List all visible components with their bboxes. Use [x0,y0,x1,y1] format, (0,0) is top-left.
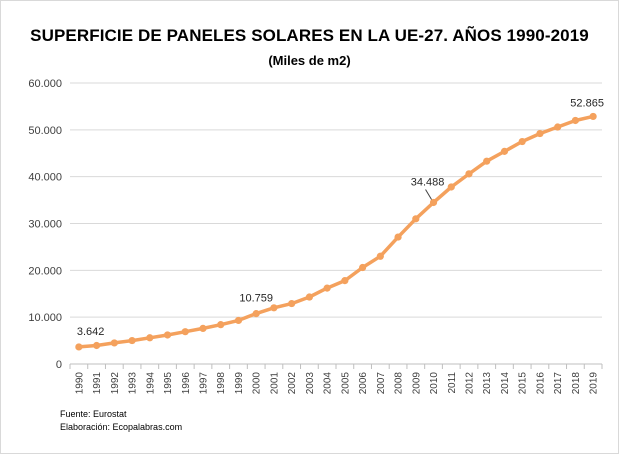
data-point [323,284,331,292]
data-point [412,215,420,223]
x-tick-label: 1993 [128,372,139,395]
x-tick-label: 2011 [447,372,458,394]
data-labels: 3.642 10.759 34.488 52.865 [77,97,604,338]
x-tick-label: 2006 [358,372,369,395]
data-point [199,324,207,333]
y-tick-label: 50.000 [28,125,62,137]
data-point [589,112,597,121]
data-point [110,339,118,347]
y-axis-ticks: 0 10.000 20.000 30.000 40.000 50.000 60.000 [28,78,62,371]
source-note: Fuente: Eurostat [60,409,127,419]
x-tick-label: 1997 [199,372,210,395]
x-tick-label: 2014 [500,372,511,395]
gridlines [70,82,602,318]
data-point [429,198,438,207]
data-label: 34.488 [411,176,445,188]
data-point [571,116,580,125]
y-tick-label: 10.000 [28,312,62,324]
x-tick-label: 1994 [145,372,156,395]
x-tick-label: 2007 [376,372,387,395]
x-tick-label: 1992 [110,372,121,395]
x-tick-label: 2004 [323,372,334,395]
axes [69,363,603,369]
x-tick-label: 1996 [181,372,192,395]
data-point [483,157,491,165]
x-tick-label: 1998 [216,372,227,395]
chart-footer: Fuente: Eurostat Elaboración: Ecopalabra… [60,408,182,434]
chart-subtitle: (Miles de m2) [268,53,351,68]
data-point [536,129,544,138]
data-point [447,183,455,191]
x-tick-label: 2013 [482,372,493,395]
x-tick-label: 1999 [234,372,245,395]
data-point [554,123,562,131]
y-tick-label: 0 [56,359,62,371]
x-tick-label: 2018 [571,372,582,395]
x-tick-label: 2001 [269,372,280,395]
data-point [93,341,101,350]
data-point [359,263,367,272]
x-tick-label: 1990 [74,372,85,395]
y-tick-label: 60.000 [28,78,62,90]
y-tick-label: 30.000 [28,219,62,231]
y-tick-label: 40.000 [28,172,62,184]
series-line [77,114,595,349]
x-tick-label: 2012 [465,372,476,395]
x-tick-label: 2002 [287,372,298,395]
y-tick-label: 20.000 [28,265,62,277]
series-surface [75,112,597,351]
x-tick-label: 2003 [305,372,316,395]
data-point [146,334,154,342]
data-point [500,147,509,155]
leader-line [425,189,432,200]
data-point [181,328,189,336]
x-tick-label: 1991 [92,372,103,395]
data-point [217,321,225,329]
x-tick-label: 2005 [340,372,351,395]
data-point [465,170,473,178]
data-label: 10.759 [239,293,273,305]
data-point [518,137,526,146]
x-tick-label: 2017 [553,372,564,395]
data-point [75,343,83,351]
x-tick-label: 2016 [535,372,546,395]
data-point [128,336,136,345]
data-point [305,293,313,301]
x-tick-label: 2000 [252,372,263,395]
data-point [394,233,402,241]
x-tick-label: 1995 [163,372,174,395]
x-tick-label: 2015 [518,372,529,395]
x-tick-label: 2010 [429,372,440,395]
data-point [376,252,384,260]
x-axis-ticks: 1990 1991 1992 1993 1994 1995 1996 1997 1998 1999… [74,372,599,395]
x-tick-label: 2019 [589,372,600,395]
x-tick-label: 2008 [394,372,405,395]
data-point [341,277,349,285]
data-point [163,331,172,339]
credit-note: Elaboración: Ecopalabras.com [60,422,183,432]
data-label: 3.642 [77,326,105,338]
data-point [288,299,296,308]
data-point [234,316,243,325]
data-label: 52.865 [570,97,604,109]
data-point [270,304,278,312]
chart-title: SUPERFICIE DE PANELES SOLARES EN LA UE-2… [30,26,589,45]
data-point [252,310,260,318]
x-tick-label: 2009 [411,372,422,395]
